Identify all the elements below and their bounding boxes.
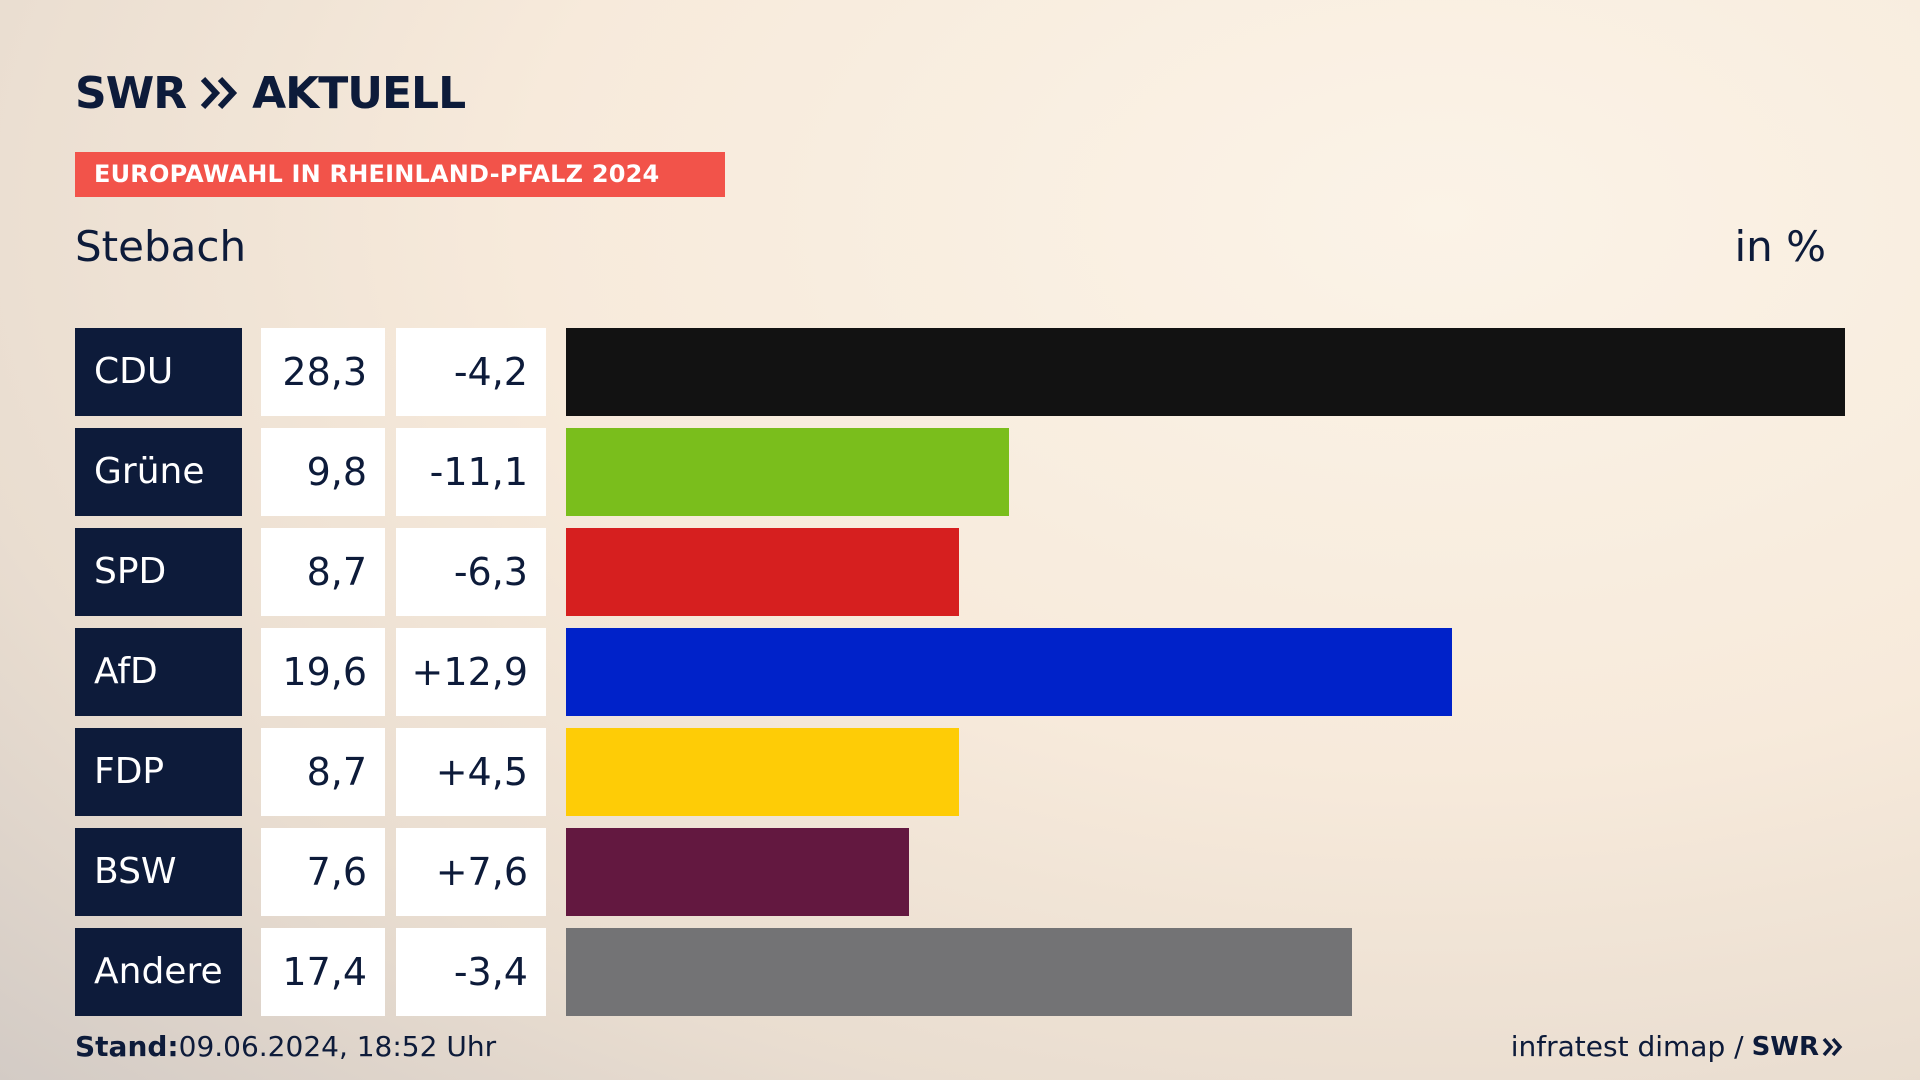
vote-change-value: +12,9 xyxy=(396,628,546,716)
double-chevron-small-icon xyxy=(1822,1037,1843,1056)
unit-label: in % xyxy=(1734,222,1826,271)
result-row: BSW 7,6 +7,6 xyxy=(75,828,1845,916)
bar xyxy=(566,628,1452,716)
result-row: SPD 8,7 -6,3 xyxy=(75,528,1845,616)
stand-label: Stand: xyxy=(75,1030,179,1063)
footer-source: infratest dimap / SWR xyxy=(1511,1030,1844,1063)
party-label: SPD xyxy=(75,528,242,616)
vote-change-value: -11,1 xyxy=(396,428,546,516)
vote-share-value: 7,6 xyxy=(261,828,385,916)
footer-stand: Stand:09.06.2024, 18:52 Uhr xyxy=(75,1030,496,1063)
vote-change-value: +4,5 xyxy=(396,728,546,816)
party-label: FDP xyxy=(75,728,242,816)
vote-change-value: -4,2 xyxy=(396,328,546,416)
result-row: CDU 28,3 -4,2 xyxy=(75,328,1845,416)
vote-share-value: 8,7 xyxy=(261,728,385,816)
vote-share-value: 19,6 xyxy=(261,628,385,716)
vote-change-value: -6,3 xyxy=(396,528,546,616)
source-text: infratest dimap / xyxy=(1510,1030,1744,1063)
vote-share-value: 28,3 xyxy=(261,328,385,416)
bar xyxy=(566,728,959,816)
double-chevron-icon xyxy=(200,76,238,110)
party-label: Grüne xyxy=(75,428,242,516)
election-banner: EUROPAWAHL IN RHEINLAND-PFALZ 2024 xyxy=(75,152,725,197)
logo-aktuell-text: AKTUELL xyxy=(252,67,466,119)
party-label: BSW xyxy=(75,828,242,916)
vote-change-value: +7,6 xyxy=(396,828,546,916)
party-label: Andere xyxy=(75,928,242,1016)
vote-share-value: 17,4 xyxy=(261,928,385,1016)
logo-swr-text: SWR xyxy=(75,67,187,119)
vote-change-value: -3,4 xyxy=(396,928,546,1016)
bar xyxy=(566,528,959,616)
result-row: FDP 8,7 +4,5 xyxy=(75,728,1845,816)
result-row: Grüne 9,8 -11,1 xyxy=(75,428,1845,516)
bar xyxy=(566,928,1352,1016)
result-row: AfD 19,6 +12,9 xyxy=(75,628,1845,716)
bar xyxy=(566,828,909,916)
party-label: CDU xyxy=(75,328,242,416)
result-row: Andere 17,4 -3,4 xyxy=(75,928,1845,1016)
swr-aktuell-logo: SWR AKTUELL xyxy=(75,66,466,120)
party-label: AfD xyxy=(75,628,242,716)
swr-mini-logo: SWR xyxy=(1752,1032,1844,1062)
place-title: Stebach xyxy=(75,222,247,271)
bar xyxy=(566,428,1009,516)
vote-share-value: 8,7 xyxy=(261,528,385,616)
vote-share-value: 9,8 xyxy=(261,428,385,516)
swr-mini-text: SWR xyxy=(1751,1031,1819,1062)
stand-value: 09.06.2024, 18:52 Uhr xyxy=(178,1030,497,1063)
bar xyxy=(566,328,1845,416)
